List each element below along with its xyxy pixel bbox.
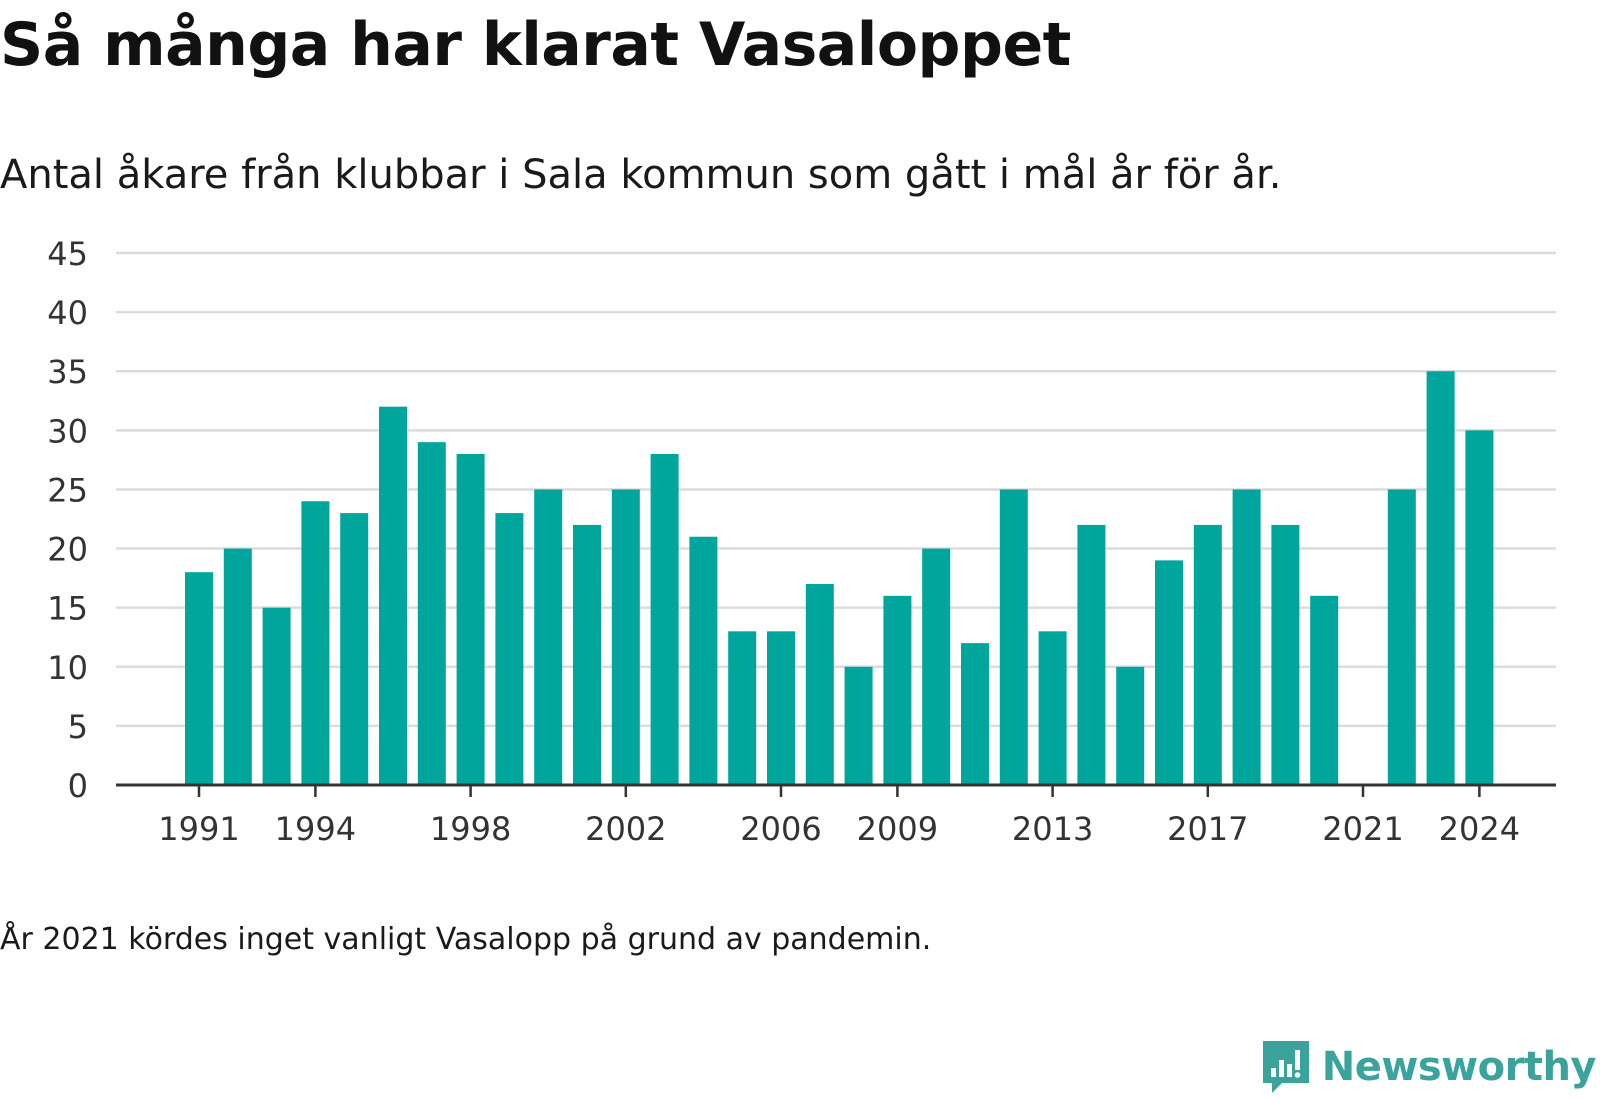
bar-2017 [1193,524,1222,785]
bars [185,371,1494,785]
y-tick-label-0: 0 [68,767,88,805]
y-tick-label-25: 25 [47,471,88,509]
bar-2008 [844,666,873,785]
bar-2003 [650,453,679,785]
chart-subtitle: Antal åkare från klubbar i Sala kommun s… [0,152,1282,198]
y-tick-label-45: 45 [47,235,88,273]
bar-2004 [689,536,718,785]
y-tick-label-5: 5 [68,708,88,746]
bar-1997 [417,442,446,785]
x-tick-label-2009: 2009 [857,810,938,848]
x-tick-label-2021: 2021 [1322,810,1403,848]
bar-2007 [805,584,834,785]
x-tick-label-1998: 1998 [430,810,511,848]
y-tick-label-20: 20 [47,531,88,569]
x-tick-label-2024: 2024 [1439,810,1520,848]
x-tick-label-1994: 1994 [275,810,356,848]
brand-logo: Newsworthy [1260,1038,1597,1096]
bar-1998 [456,453,485,785]
bar-2001 [573,524,601,785]
bar-2011 [961,643,989,785]
y-tick-label-10: 10 [47,649,88,687]
bar-1992 [223,548,252,785]
bar-2005 [728,631,757,785]
bar-chart: 0 5 10 15 20 25 30 35 40 45 1991 1994 1998 2002 2006 2… [47,235,1556,848]
bar-2006 [767,631,795,785]
bar-chart-speech-icon [1262,1041,1309,1093]
bar-1996 [379,406,407,785]
bar-2024 [1465,430,1494,785]
x-axis-tick-labels: 1991 1994 1998 2002 2006 2009 2013 2017 2021 2024 [158,810,1520,848]
y-tick-label-40: 40 [47,294,88,332]
x-tick-label-2006: 2006 [740,810,821,848]
bar-2020 [1310,595,1339,785]
bar-2014 [1077,524,1106,785]
chart-title: Så många har klarat Vasaloppet [0,10,1071,80]
bar-2009 [883,595,912,785]
y-tick-label-35: 35 [47,353,88,391]
gridlines [116,251,1556,728]
x-tick-label-2017: 2017 [1167,810,1248,848]
brand-name: Newsworthy [1321,1044,1597,1090]
bar-1991 [185,572,213,785]
y-axis-tick-labels: 0 5 10 15 20 25 30 35 40 45 [47,235,88,805]
bar-2000 [534,489,563,785]
bar-2018 [1232,489,1261,785]
bar-1993 [262,607,291,785]
bar-2012 [999,489,1028,785]
bar-2022 [1387,489,1416,785]
y-tick-label-15: 15 [47,590,88,628]
bar-1999 [495,513,524,785]
x-tick-label-2002: 2002 [585,810,666,848]
bar-1994 [301,501,330,785]
bar-2015 [1116,666,1145,785]
bar-2016 [1155,560,1183,785]
x-tick-label-1991: 1991 [158,810,239,848]
bar-2013 [1038,631,1067,785]
footnote: År 2021 kördes inget vanligt Vasalopp på… [0,922,932,957]
y-tick-label-30: 30 [47,412,88,450]
bar-2019 [1271,524,1300,785]
bar-2010 [922,548,951,785]
bar-1995 [340,513,369,785]
bar-2023 [1426,371,1455,785]
x-tick-label-2013: 2013 [1012,810,1093,848]
x-axis [116,783,1556,797]
bar-2002 [611,489,640,785]
